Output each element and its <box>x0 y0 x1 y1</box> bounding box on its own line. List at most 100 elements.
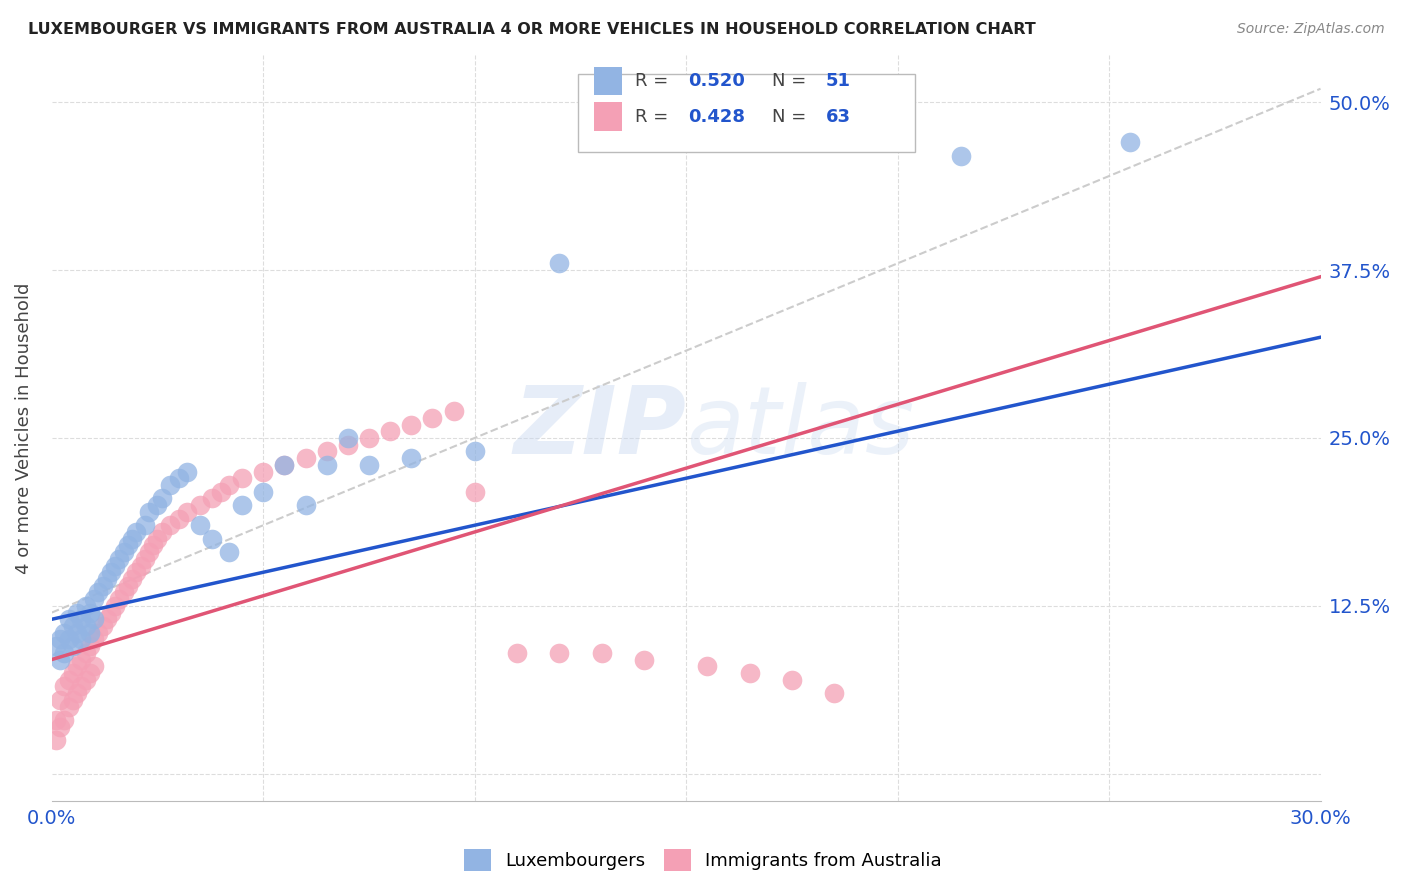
Point <box>49 720 72 734</box>
Point <box>70 612 93 626</box>
Point <box>378 424 401 438</box>
Point <box>96 572 118 586</box>
Point <box>422 410 444 425</box>
Point <box>159 478 181 492</box>
Point <box>201 532 224 546</box>
Point <box>58 612 80 626</box>
Point <box>58 699 80 714</box>
Point <box>75 599 97 613</box>
Point <box>150 491 173 506</box>
Y-axis label: 4 or more Vehicles in Household: 4 or more Vehicles in Household <box>15 282 32 574</box>
Point <box>62 665 84 680</box>
Text: N =: N = <box>772 108 813 126</box>
Point <box>53 680 76 694</box>
Point <box>58 632 80 647</box>
Point <box>950 149 973 163</box>
Point <box>464 444 486 458</box>
Point <box>121 572 143 586</box>
FancyBboxPatch shape <box>578 74 914 152</box>
Text: Source: ZipAtlas.com: Source: ZipAtlas.com <box>1237 22 1385 37</box>
Point <box>780 673 803 687</box>
Point <box>58 673 80 687</box>
Point <box>273 458 295 472</box>
Point <box>188 498 211 512</box>
Point <box>134 551 156 566</box>
Point <box>357 431 380 445</box>
Point <box>548 646 571 660</box>
Point <box>83 612 105 626</box>
Point <box>548 256 571 270</box>
Point <box>112 585 135 599</box>
Point <box>70 680 93 694</box>
Point <box>399 451 422 466</box>
Point <box>79 665 101 680</box>
Point <box>633 652 655 666</box>
Point <box>104 558 127 573</box>
Point <box>188 518 211 533</box>
Text: atlas: atlas <box>686 383 914 474</box>
Point <box>83 592 105 607</box>
Text: 51: 51 <box>825 72 851 90</box>
Legend: Luxembourgers, Immigrants from Australia: Luxembourgers, Immigrants from Australia <box>457 842 949 879</box>
Text: N =: N = <box>772 72 813 90</box>
Point <box>146 532 169 546</box>
Point <box>66 659 89 673</box>
Point <box>79 625 101 640</box>
Text: R =: R = <box>636 72 673 90</box>
Point <box>591 646 613 660</box>
Point <box>134 518 156 533</box>
Point <box>252 484 274 499</box>
Point <box>218 545 240 559</box>
Point <box>62 639 84 653</box>
Point <box>104 599 127 613</box>
Point <box>75 619 97 633</box>
Point <box>108 592 131 607</box>
Point <box>53 625 76 640</box>
Text: ZIP: ZIP <box>513 382 686 474</box>
Point <box>79 606 101 620</box>
Text: R =: R = <box>636 108 673 126</box>
Point <box>91 619 114 633</box>
Point <box>696 659 718 673</box>
Point <box>117 579 139 593</box>
Point <box>70 652 93 666</box>
Point <box>83 632 105 647</box>
FancyBboxPatch shape <box>593 103 623 131</box>
Point <box>108 551 131 566</box>
Point <box>738 665 761 680</box>
Point <box>49 652 72 666</box>
Point <box>231 471 253 485</box>
Point <box>201 491 224 506</box>
Point <box>823 686 845 700</box>
Point <box>176 505 198 519</box>
Point <box>273 458 295 472</box>
Point <box>125 566 148 580</box>
Point <box>87 625 110 640</box>
Point <box>315 444 337 458</box>
Point <box>159 518 181 533</box>
Point <box>87 585 110 599</box>
Point <box>209 484 232 499</box>
Point <box>49 693 72 707</box>
Point <box>129 558 152 573</box>
Point <box>399 417 422 432</box>
Point <box>70 632 93 647</box>
Point <box>49 632 72 647</box>
Point <box>138 505 160 519</box>
Point <box>142 538 165 552</box>
Point <box>75 673 97 687</box>
Point <box>66 625 89 640</box>
Point <box>231 498 253 512</box>
Point <box>443 404 465 418</box>
Point <box>315 458 337 472</box>
Point <box>294 498 316 512</box>
Point <box>336 431 359 445</box>
Text: 0.520: 0.520 <box>689 72 745 90</box>
Point <box>91 579 114 593</box>
Point <box>506 646 529 660</box>
Point <box>138 545 160 559</box>
Point <box>45 733 67 747</box>
Point <box>100 566 122 580</box>
Point <box>75 646 97 660</box>
Point <box>45 639 67 653</box>
